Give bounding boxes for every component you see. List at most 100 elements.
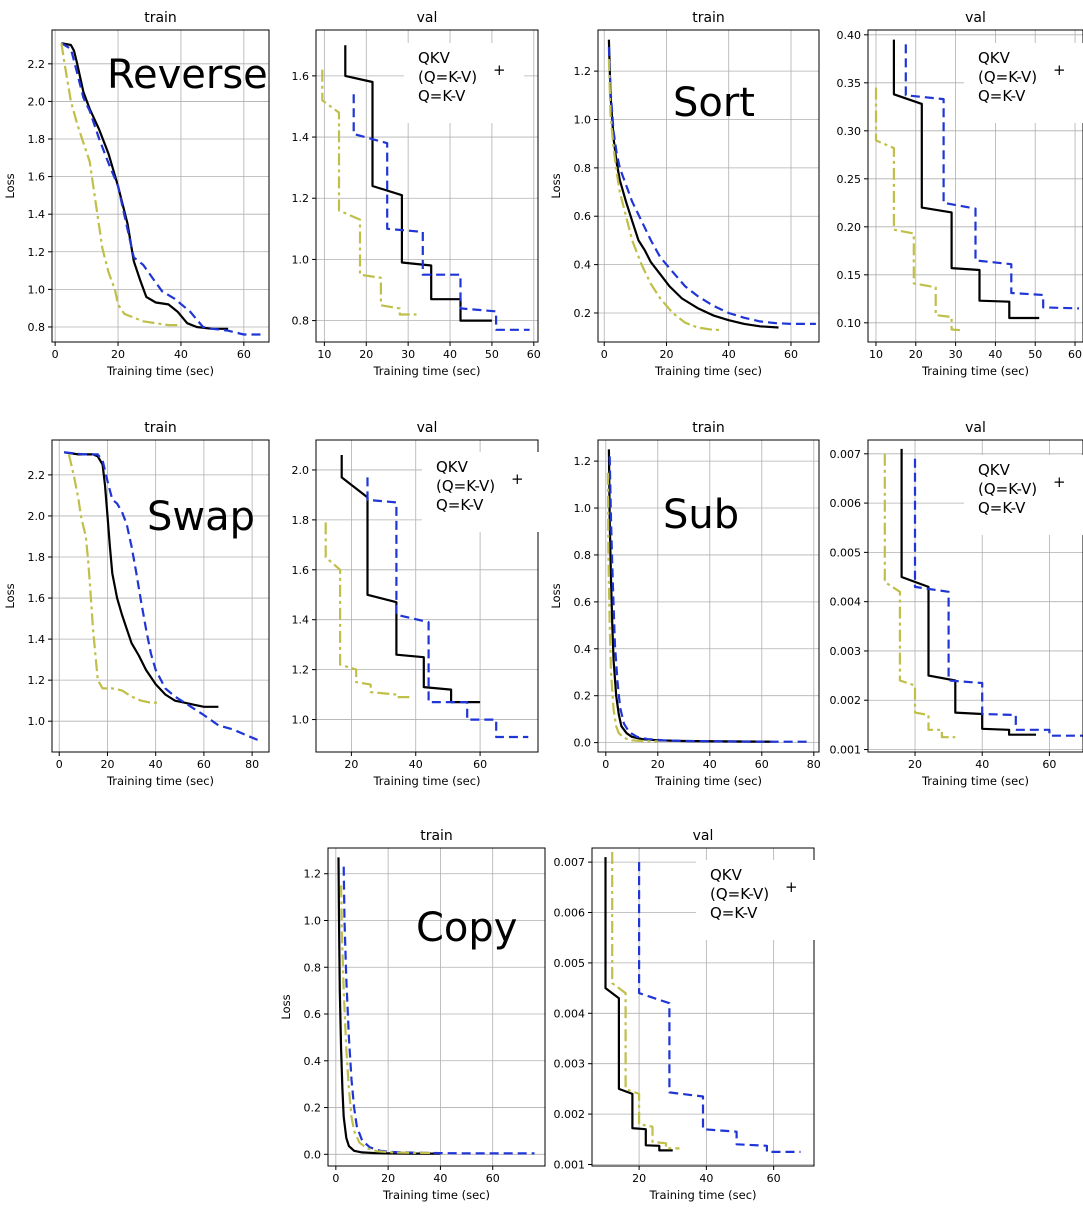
y-tick-label: 1.4 — [292, 614, 310, 627]
y-tick-label: 0.2 — [574, 307, 592, 320]
y-tick-label: 0.25 — [837, 173, 862, 186]
x-axis-label: Training time (sec) — [921, 774, 1029, 788]
chart-copy-train: train 0 20 40 60 0.0 0.2 0.4 0.6 0.8 1.0 1.2 Trainin… — [279, 828, 546, 1202]
x-tick-label: 20 — [909, 348, 923, 361]
y-tick-label: 1.2 — [292, 192, 310, 205]
series-line-qkv_eq — [60, 43, 178, 327]
series-line-plus — [913, 458, 1083, 737]
legend-entry: (Q=K-V) — [436, 477, 495, 495]
y-tick-label: 0.15 — [837, 269, 862, 282]
x-tick-label: 50 — [1028, 348, 1042, 361]
chart-swap-train: train 0 20 40 60 80 1.0 1.2 1.4 1.6 1.8 2.0 2.2 Train… — [3, 420, 270, 788]
grid — [328, 848, 545, 1166]
plot-frame — [51, 29, 270, 343]
chart-sub-train: train 0 20 40 60 80 0.0 0.2 0.4 0.6 0.8 1.0 1.2 Train… — [549, 420, 821, 788]
x-tick-label: 60 — [755, 758, 769, 771]
grid — [598, 440, 819, 752]
chart-sort-train: train 0 20 40 60 0.2 0.4 0.6 0.8 1.0 1.2 Training t… — [549, 10, 820, 378]
x-tick-label: 20 — [100, 758, 114, 771]
y-tick-label: 2.2 — [28, 58, 46, 71]
x-tick-label: 60 — [1042, 758, 1056, 771]
chart-swap-val: val 20 40 60 1.0 1.2 1.4 1.6 1.8 2.0 Training time… — [292, 420, 542, 788]
y-tick-label: 0.2 — [304, 1102, 322, 1115]
x-tick-label: 60 — [237, 348, 251, 361]
y-tick-label: 0.8 — [304, 961, 322, 974]
y-axis-label: Loss — [549, 583, 563, 608]
y-tick-label: 0.10 — [837, 317, 862, 330]
y-tick-label: 0.6 — [574, 210, 592, 223]
y-tick-label: 0.002 — [830, 694, 862, 707]
legend-entry: QKV — [418, 49, 451, 67]
x-tick-label: 40 — [149, 758, 163, 771]
y-tick-label: 0.6 — [304, 1008, 322, 1021]
series-line-plus — [637, 862, 801, 1153]
x-tick-label: 20 — [632, 1172, 646, 1185]
x-tick-label: 80 — [807, 758, 821, 771]
legend-superscript: + — [785, 878, 798, 896]
y-tick-label: 2.2 — [28, 469, 46, 482]
x-tick-label: 50 — [485, 348, 499, 361]
x-tick-label: 20 — [111, 348, 125, 361]
y-tick-label: 0.005 — [830, 546, 862, 559]
x-tick-label: 40 — [988, 348, 1002, 361]
x-tick-label: 60 — [527, 348, 541, 361]
y-tick-label: 1.0 — [28, 283, 46, 296]
series-line-plus — [608, 456, 809, 743]
y-tick-label: 1.6 — [28, 171, 46, 184]
y-axis-label: Loss — [3, 583, 17, 608]
x-tick-label: 40 — [722, 348, 736, 361]
x-axis-label: Training time (sec) — [648, 1188, 756, 1202]
x-tick-label: 60 — [1068, 348, 1082, 361]
y-tick-label: 1.2 — [292, 664, 310, 677]
grid — [52, 440, 269, 752]
x-tick-label: 0 — [56, 758, 63, 771]
plot-frame — [591, 847, 815, 1167]
x-tick-label: 40 — [975, 758, 989, 771]
legend-superscript: + — [493, 61, 506, 79]
x-tick-label: 60 — [767, 1172, 781, 1185]
y-tick-label: 0.004 — [554, 1007, 586, 1020]
plot-frame — [315, 29, 539, 343]
legend-entry: QKV — [436, 458, 469, 476]
y-tick-label: 0.2 — [574, 690, 592, 703]
y-tick-label: 1.8 — [292, 514, 310, 527]
legend-background — [404, 43, 524, 123]
x-tick-label: 60 — [784, 348, 798, 361]
legend-superscript: + — [1053, 61, 1066, 79]
plot-frame — [51, 439, 270, 753]
y-tick-label: 0.001 — [554, 1158, 586, 1171]
x-tick-label: 0 — [602, 758, 609, 771]
legend-entry: QKV — [978, 49, 1011, 67]
task-label: Reverse — [107, 52, 268, 98]
y-tick-label: 1.2 — [304, 868, 322, 881]
series-line-qkv_eq — [883, 453, 956, 739]
chart-title: val — [965, 10, 986, 26]
series-line-plus — [342, 866, 535, 1155]
legend-entry: QKV — [978, 461, 1011, 479]
y-tick-label: 1.0 — [28, 715, 46, 728]
series-line-plus — [366, 477, 529, 739]
series-line-qkv_eq — [321, 69, 417, 316]
y-tick-label: 1.0 — [304, 914, 322, 927]
x-axis-label: Training time (sec) — [372, 364, 480, 378]
y-tick-label: 0.8 — [292, 315, 310, 328]
x-tick-label: 0 — [601, 348, 608, 361]
y-tick-label: 2.0 — [28, 510, 46, 523]
chart-title: train — [420, 828, 453, 844]
series-line-qkv — [604, 857, 673, 1152]
task-label: Copy — [416, 905, 517, 951]
y-tick-label: 0.002 — [554, 1108, 586, 1121]
plot-frame — [315, 439, 539, 753]
y-tick-label: 1.0 — [292, 253, 310, 266]
y-tick-label: 1.4 — [292, 131, 310, 144]
chart-reverse-train: train 0 20 40 60 0.8 1.0 1.2 1.4 1.6 1.8 2.0 2.2 Trai… — [3, 10, 270, 378]
x-tick-label: 0 — [332, 1172, 339, 1185]
legend-background — [964, 455, 1083, 535]
x-tick-label: 10 — [869, 348, 883, 361]
grid — [592, 848, 814, 1166]
x-tick-label: 10 — [317, 348, 331, 361]
y-tick-label: 1.2 — [28, 674, 46, 687]
legend-entry: QKV — [710, 866, 743, 884]
y-tick-label: 1.2 — [574, 65, 592, 78]
